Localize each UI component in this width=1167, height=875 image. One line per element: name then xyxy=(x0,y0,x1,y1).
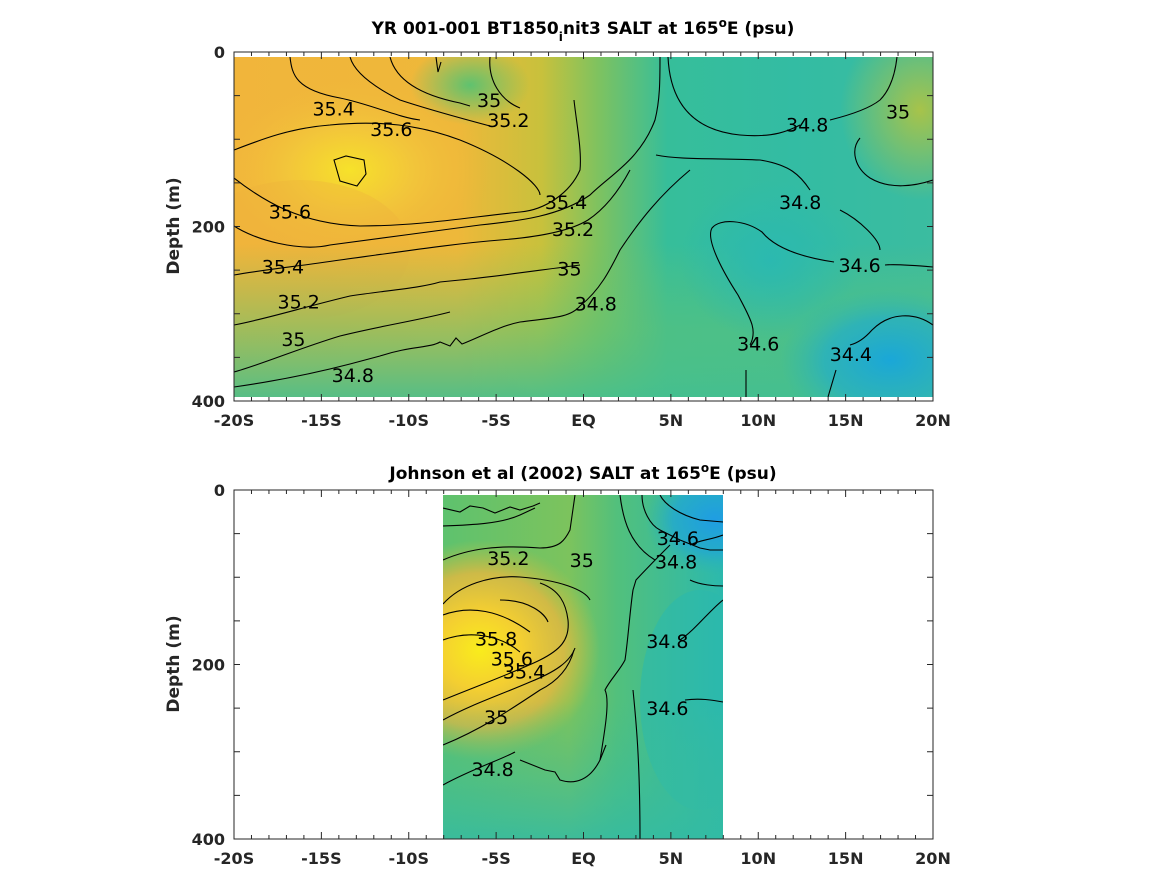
y-tick-label: 400 xyxy=(192,830,225,849)
x-tick-label: EQ xyxy=(571,411,596,430)
y-tick-label: 200 xyxy=(192,218,225,237)
contour-label: 34.8 xyxy=(332,365,374,387)
contour-label: 34.8 xyxy=(655,552,697,574)
contour-label: 35.2 xyxy=(487,548,529,570)
x-tick-label: 15N xyxy=(828,849,864,868)
chart-2: Johnson et al (2002) SALT at 165oE (psu) xyxy=(164,461,951,868)
contour-label: 35 xyxy=(557,258,581,280)
contour-label: 34.6 xyxy=(838,255,880,277)
contour-label: 34.8 xyxy=(471,759,513,781)
x-tick-label: 10N xyxy=(740,411,776,430)
chart-2-contour-labels: 34.6 35.2 35 34.8 35.8 34.8 35.635.4 34.6 35 34.8 xyxy=(471,528,699,781)
x-tick-label: -20S xyxy=(214,411,254,430)
contour-label: 34.8 xyxy=(646,631,688,653)
x-tick-label: -20S xyxy=(214,849,254,868)
chart-2-plot-area xyxy=(443,495,723,839)
contour-label: 35 xyxy=(281,329,305,351)
contour-label: 35 xyxy=(477,90,501,112)
chart-2-contours xyxy=(443,495,723,839)
chart-2-ticks xyxy=(233,489,934,840)
contour-label: 35.4 xyxy=(262,257,304,279)
chart-1-plot-area xyxy=(234,57,933,397)
contour-label: 35.4 xyxy=(545,192,587,214)
contour-label: 35.2 xyxy=(552,219,594,241)
y-tick-label: 0 xyxy=(214,43,225,62)
chart-2-ylabel: Depth (m) xyxy=(164,615,184,712)
x-tick-label: -15S xyxy=(301,411,341,430)
x-tick-label: 15N xyxy=(828,411,864,430)
chart-2-y-axis: 0 200 400 xyxy=(192,481,225,849)
x-tick-label: EQ xyxy=(571,849,596,868)
chart-1: YR 001-001 BT1850init3 SALT at 165oE (ps… xyxy=(164,16,951,430)
contour-label: 34.8 xyxy=(575,293,617,315)
chart-1-x-axis: -20S -15S -10S -5S EQ 5N 10N 15N 20N xyxy=(214,411,951,430)
contour-label: 34.8 xyxy=(786,114,828,136)
contour-label: 35 xyxy=(484,707,508,729)
chart-1-ticks xyxy=(233,51,934,402)
x-tick-label: 5N xyxy=(659,411,684,430)
x-tick-label: 20N xyxy=(915,849,951,868)
contour-label: 35.4 xyxy=(312,99,354,121)
x-tick-label: 5N xyxy=(659,849,684,868)
contour-label: 34.6 xyxy=(646,698,688,720)
contour-label: 34.6 xyxy=(657,528,699,550)
x-tick-label: -15S xyxy=(301,849,341,868)
contour-label: 35.2 xyxy=(487,110,529,132)
contour-label: 35.4 xyxy=(503,661,545,683)
chart-1-ylabel: Depth (m) xyxy=(164,177,184,274)
x-tick-label: -5S xyxy=(481,849,510,868)
x-tick-label: 20N xyxy=(915,411,951,430)
contour-label: 34.6 xyxy=(737,333,779,355)
chart-1-title: YR 001-001 BT1850init3 SALT at 165oE (ps… xyxy=(371,16,795,44)
x-tick-label: -5S xyxy=(481,411,510,430)
x-tick-label: -10S xyxy=(389,849,429,868)
y-tick-label: 400 xyxy=(192,392,225,411)
chart-1-contours xyxy=(234,57,933,397)
contour-label: 34.8 xyxy=(779,192,821,214)
x-tick-label: 10N xyxy=(740,849,776,868)
contour-label: 34.4 xyxy=(830,344,872,366)
y-tick-label: 0 xyxy=(214,481,225,500)
contour-label: 35.8 xyxy=(475,628,517,650)
contour-label: 35.6 xyxy=(370,119,412,141)
contour-label: 35 xyxy=(570,550,594,572)
y-tick-label: 200 xyxy=(192,656,225,675)
chart-2-title: Johnson et al (2002) SALT at 165oE (psu) xyxy=(388,461,776,484)
chart-1-y-axis: 0 200 400 xyxy=(192,43,225,411)
contour-label: 35 xyxy=(886,101,910,123)
contour-label: 35.6 xyxy=(491,648,533,670)
contour-label: 35.2 xyxy=(278,292,320,314)
x-tick-label: -10S xyxy=(389,411,429,430)
contour-label: 35.6 xyxy=(269,202,311,224)
chart-2-x-axis: -20S -15S -10S -5S EQ 5N 10N 15N 20N xyxy=(214,849,951,868)
